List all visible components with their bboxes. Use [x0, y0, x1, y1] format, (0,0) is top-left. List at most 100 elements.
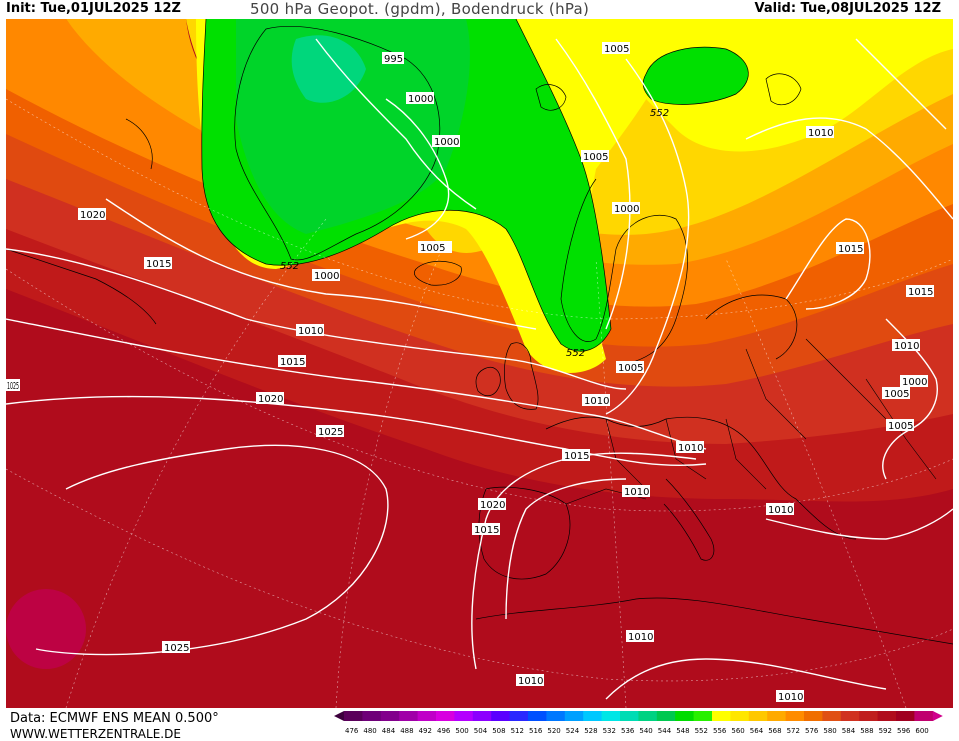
- svg-text:1010: 1010: [628, 632, 653, 643]
- colorbar-swatch: [675, 711, 695, 721]
- colorbar-tick-label: 588: [860, 727, 873, 735]
- colorbar-swatch: [454, 711, 474, 721]
- isobar-label: 1020: [256, 392, 284, 405]
- colorbar-swatch: [380, 711, 400, 721]
- svg-text:1010: 1010: [778, 692, 803, 703]
- isobar-label: 1005: [418, 241, 452, 254]
- colorbar-swatch: [362, 711, 382, 721]
- colorbar-tick-label: 572: [787, 727, 800, 735]
- colorbar-tick-label: 532: [603, 727, 616, 735]
- colorbar-swatch: [730, 711, 750, 721]
- isobar-label: 995: [382, 52, 404, 65]
- isobar-label: 1000: [432, 135, 460, 148]
- colorbar-tick-label: 564: [750, 727, 764, 735]
- isobar-label: 1020: [478, 498, 506, 511]
- isobar-label: 1025: [316, 425, 344, 438]
- colorbar-swatch: [399, 711, 419, 721]
- colorbar-tick-label: 540: [639, 727, 652, 735]
- svg-text:1020: 1020: [480, 500, 505, 511]
- isobar-label: 1025: [162, 641, 190, 654]
- colorbar-tick-label: 488: [400, 727, 413, 735]
- colorbar-swatch: [822, 711, 842, 721]
- colorbar-swatch: [620, 711, 639, 721]
- colorbar-swatches: [334, 711, 943, 721]
- isobar-label: 1005: [581, 150, 609, 163]
- color-scale-legend: 476 480 484 488 492 496 500 504 508 512 516 520 524 5…: [334, 711, 943, 735]
- colorbar-swatch: [638, 711, 658, 721]
- svg-text:1025: 1025: [318, 427, 343, 438]
- colorbar-swatch: [859, 711, 879, 721]
- svg-text:995: 995: [384, 54, 403, 65]
- svg-text:1005: 1005: [618, 363, 643, 374]
- colorbar-swatch: [656, 711, 676, 721]
- isobar-label: 1020: [78, 208, 106, 221]
- height-labels: 552 552 552: [280, 108, 669, 359]
- header-bar: Init: Tue,01JUL2025 12Z 500 hPa Geopot. …: [0, 0, 959, 19]
- contour-552-cutoff: [642, 46, 749, 105]
- colorbar-tick-label: 496: [437, 727, 451, 735]
- isobar-label: 1005: [882, 387, 910, 400]
- colorbar-tick-label: 568: [768, 727, 781, 735]
- colorbar-swatch: [583, 711, 603, 721]
- colorbar-swatch: [712, 711, 731, 721]
- colorbar-tick-label: 596: [897, 727, 911, 735]
- height-label-552: 552: [650, 108, 669, 119]
- colorbar-swatch: [785, 711, 805, 721]
- colorbar-tick-label: 520: [547, 727, 560, 735]
- isobar-label: 1015: [562, 449, 590, 462]
- isobar-label: 1000: [312, 269, 340, 282]
- svg-text:1015: 1015: [146, 259, 171, 270]
- colorbar-tick-label: 584: [842, 727, 856, 735]
- height-label-552: 552: [566, 348, 585, 359]
- svg-text:1010: 1010: [808, 128, 833, 139]
- svg-text:1000: 1000: [408, 94, 433, 105]
- isobar-label: 1015: [144, 257, 172, 270]
- init-time: Init: Tue,01JUL2025 12Z: [6, 1, 181, 16]
- geopotential-fill: [6, 19, 953, 708]
- isobar-label: 1010: [892, 339, 920, 352]
- svg-text:1015: 1015: [474, 525, 499, 536]
- colorbar-swatch: [804, 711, 823, 721]
- colorbar-ticks: 476 480 484 488 492 496 500 504 508 512 516 520 524 5…: [345, 727, 929, 735]
- isobar-label: 1010: [296, 324, 324, 337]
- svg-text:1000: 1000: [434, 137, 459, 148]
- data-source: Data: ECMWF ENS MEAN 0.500°: [10, 711, 219, 726]
- colorbar-arrow-left: [334, 711, 344, 721]
- svg-text:1005: 1005: [420, 243, 445, 254]
- isobar-label: 1010: [806, 126, 834, 139]
- colorbar-swatch: [877, 711, 897, 721]
- svg-text:1010: 1010: [584, 396, 609, 407]
- colorbar-swatch: [472, 711, 492, 721]
- isobar-label: 1015: [906, 285, 934, 298]
- contour-552: [201, 19, 612, 352]
- colorbar-swatch: [491, 711, 511, 721]
- colorbar-swatch: [417, 711, 437, 721]
- svg-text:1005: 1005: [604, 44, 629, 55]
- colorbar-tick-label: 580: [823, 727, 836, 735]
- colorbar-swatch: [528, 711, 547, 721]
- svg-text:552: 552: [650, 108, 669, 119]
- valid-time: Valid: Tue,08JUL2025 12Z: [754, 1, 941, 16]
- svg-text:1005: 1005: [888, 421, 913, 432]
- svg-text:1000: 1000: [614, 204, 639, 215]
- isobar-label: 1010: [766, 503, 794, 516]
- svg-text:1010: 1010: [298, 326, 323, 337]
- height-label-552: 552: [280, 261, 299, 272]
- colorbar-tick-label: 552: [695, 727, 708, 735]
- colorbar-swatch: [767, 711, 787, 721]
- isobar-label: 1015: [472, 523, 500, 536]
- colorbar-swatch: [693, 711, 713, 721]
- colorbar-tick-label: 576: [805, 727, 819, 735]
- colorbar-tick-label: 504: [474, 727, 488, 735]
- colorbar-swatch: [344, 711, 363, 721]
- colorbar-tick-label: 512: [511, 727, 524, 735]
- svg-text:1025: 1025: [164, 643, 189, 654]
- svg-text:1010: 1010: [768, 505, 793, 516]
- isobar-label: 1000: [900, 375, 928, 388]
- isobar-label: 1010: [626, 630, 654, 643]
- colorbar-tick-label: 484: [382, 727, 396, 735]
- colorbar-tick-label: 476: [345, 727, 359, 735]
- isobar-label: 1025: [6, 379, 20, 392]
- svg-text:1010: 1010: [624, 487, 649, 498]
- svg-text:1015: 1015: [908, 287, 933, 298]
